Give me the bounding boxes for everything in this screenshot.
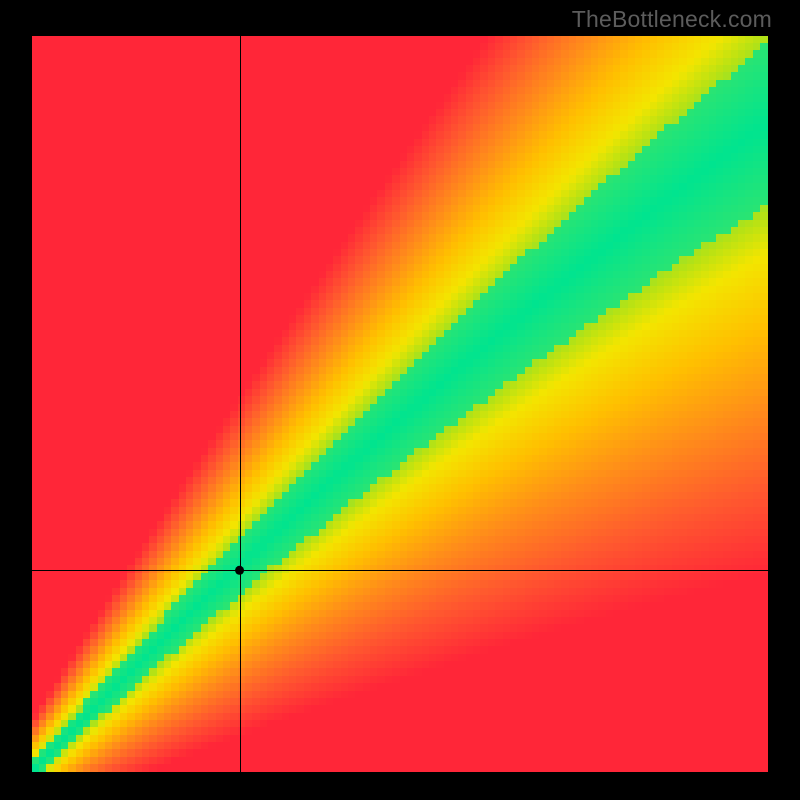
watermark-text: TheBottleneck.com [572,6,772,33]
heatmap-plot [32,36,768,772]
heatmap-canvas [32,36,768,772]
figure-container: TheBottleneck.com [0,0,800,800]
